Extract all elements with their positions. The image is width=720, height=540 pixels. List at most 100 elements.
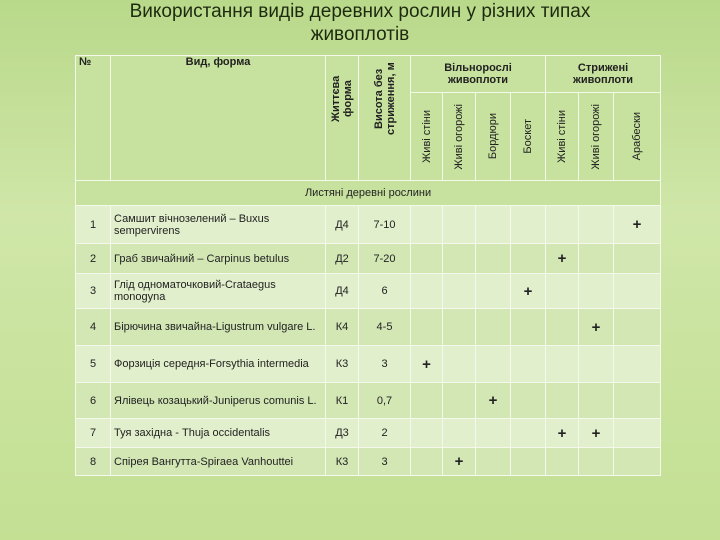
species-cell: Граб звичайний – Carpinus betulus bbox=[110, 243, 326, 274]
table-row: 5 Форзиція середня-Forsythia intermedia К3… bbox=[75, 345, 662, 383]
life-form-cell: К3 bbox=[325, 447, 359, 476]
empty-cell bbox=[475, 243, 511, 274]
empty-cell bbox=[578, 205, 615, 244]
subheader-text: Бордюри bbox=[487, 113, 499, 160]
header-cell: № bbox=[75, 55, 111, 181]
empty-cell bbox=[475, 447, 511, 476]
height-cell: 2 bbox=[358, 418, 411, 448]
empty-cell bbox=[410, 273, 443, 309]
life-form-cell: Д4 bbox=[325, 273, 359, 309]
life-form-cell: Д3 bbox=[325, 418, 359, 448]
empty-cell bbox=[410, 418, 443, 448]
number-cell: 1 bbox=[75, 205, 111, 244]
subheader-text: Арабески bbox=[631, 112, 644, 161]
empty-cell bbox=[613, 382, 662, 419]
usage-mark: + bbox=[578, 308, 615, 346]
number-cell: 7 bbox=[75, 418, 111, 448]
header-cell: Життєва форма bbox=[330, 75, 354, 123]
empty-cell bbox=[442, 205, 476, 244]
usage-mark: + bbox=[410, 345, 443, 383]
number-cell: 8 bbox=[75, 447, 111, 476]
empty-cell bbox=[578, 273, 615, 309]
empty-cell bbox=[475, 418, 511, 448]
empty-cell bbox=[613, 273, 662, 309]
empty-cell bbox=[442, 273, 476, 309]
empty-cell bbox=[509, 243, 547, 274]
empty-cell bbox=[442, 308, 476, 346]
species-cell: Ялівець козацький-Juniperus comunis L. bbox=[110, 382, 326, 419]
empty-cell bbox=[509, 205, 547, 244]
usage-mark: + bbox=[578, 418, 615, 448]
empty-cell bbox=[410, 243, 443, 274]
species-cell: Туя західна - Thuja occidentalis bbox=[110, 418, 326, 448]
subheader-text: Боскет bbox=[522, 119, 535, 154]
usage-mark: + bbox=[475, 382, 511, 419]
table-row: 3 Глід одноматочковий-Crataegus monogyna Д… bbox=[75, 273, 662, 309]
height-cell: 6 bbox=[358, 273, 411, 309]
usage-mark: + bbox=[509, 273, 547, 309]
empty-cell bbox=[410, 382, 443, 419]
usage-mark: + bbox=[442, 447, 476, 476]
table: № Вид, форма Життєва форма Висота без ст… bbox=[74, 55, 662, 476]
species-cell: Бірючина звичайна-Ligustrum vulgare L. bbox=[110, 308, 326, 346]
subheader-text: Живі огорожі bbox=[590, 103, 603, 170]
empty-cell bbox=[545, 205, 580, 244]
table-row: 7 Туя західна - Thuja occidentalis Д3 2 + + bbox=[75, 418, 662, 448]
usage-mark: + bbox=[545, 418, 580, 448]
group-header: Стрижені живоплоти bbox=[545, 55, 662, 93]
number-cell: 3 bbox=[75, 273, 111, 309]
table-row: 4 Бірючина звичайна-Ligustrum vulgare L. К… bbox=[75, 308, 662, 346]
usage-mark: + bbox=[613, 205, 662, 244]
subheader-text: Живі огорожі bbox=[453, 103, 465, 170]
subheader-text: Живі стіни bbox=[420, 110, 433, 163]
group-header: Вільнорослі живоплоти bbox=[409, 55, 547, 93]
height-cell: 7-20 bbox=[358, 243, 411, 274]
table-row: 6 Ялівець козацький-Juniperus comunis L. К… bbox=[75, 382, 662, 419]
header-cell: Висота без стриження, м bbox=[372, 62, 397, 136]
empty-cell bbox=[509, 345, 547, 383]
number-cell: 5 bbox=[75, 345, 111, 383]
section-title: Листяні деревні рослини bbox=[74, 180, 662, 206]
number-cell: 2 bbox=[75, 243, 111, 274]
life-form-cell: К4 bbox=[325, 308, 359, 346]
subheader-text: Живі стіни bbox=[556, 110, 569, 163]
subheader-cell: Живі стіни bbox=[545, 92, 580, 181]
number-cell: 6 bbox=[75, 382, 111, 419]
height-cell: 3 bbox=[358, 447, 411, 476]
empty-cell bbox=[545, 308, 580, 346]
life-form-cell: Д4 bbox=[325, 205, 359, 244]
empty-cell bbox=[442, 418, 476, 448]
empty-cell bbox=[578, 243, 615, 274]
empty-cell bbox=[475, 345, 511, 383]
subheader-cell: Бордюри bbox=[475, 92, 511, 181]
empty-cell bbox=[442, 243, 476, 274]
height-cell: 4-5 bbox=[358, 308, 411, 346]
empty-cell bbox=[578, 447, 615, 476]
usage-mark: + bbox=[545, 243, 580, 274]
empty-cell bbox=[613, 447, 662, 476]
height-cell: 7-10 bbox=[358, 205, 411, 244]
empty-cell bbox=[442, 382, 476, 419]
empty-cell bbox=[442, 345, 476, 383]
empty-cell bbox=[545, 382, 580, 419]
empty-cell bbox=[410, 447, 443, 476]
empty-cell bbox=[410, 308, 443, 346]
empty-cell bbox=[578, 382, 615, 419]
subheader-cell: Боскет bbox=[509, 92, 547, 181]
subheader-cell: Живі огорожі bbox=[442, 92, 476, 181]
species-cell: Самшит вічнозелений – Buxus sempervirens bbox=[110, 205, 326, 244]
subheader-cell: Живі огорожі bbox=[578, 92, 615, 181]
empty-cell bbox=[545, 345, 580, 383]
empty-cell bbox=[509, 418, 547, 448]
height-cell: 3 bbox=[358, 345, 411, 383]
subheader-cell: Живі стіни bbox=[410, 92, 443, 181]
empty-cell bbox=[475, 308, 511, 346]
empty-cell bbox=[475, 205, 511, 244]
table-row: 8 Спірея Вангутта-Spiraea Vanhouttei К3 3 + bbox=[75, 447, 662, 476]
life-form-cell: К3 bbox=[325, 345, 359, 383]
empty-cell bbox=[509, 447, 547, 476]
empty-cell bbox=[545, 273, 580, 309]
empty-cell bbox=[509, 382, 547, 419]
header-cell: Вид, форма bbox=[110, 55, 326, 181]
